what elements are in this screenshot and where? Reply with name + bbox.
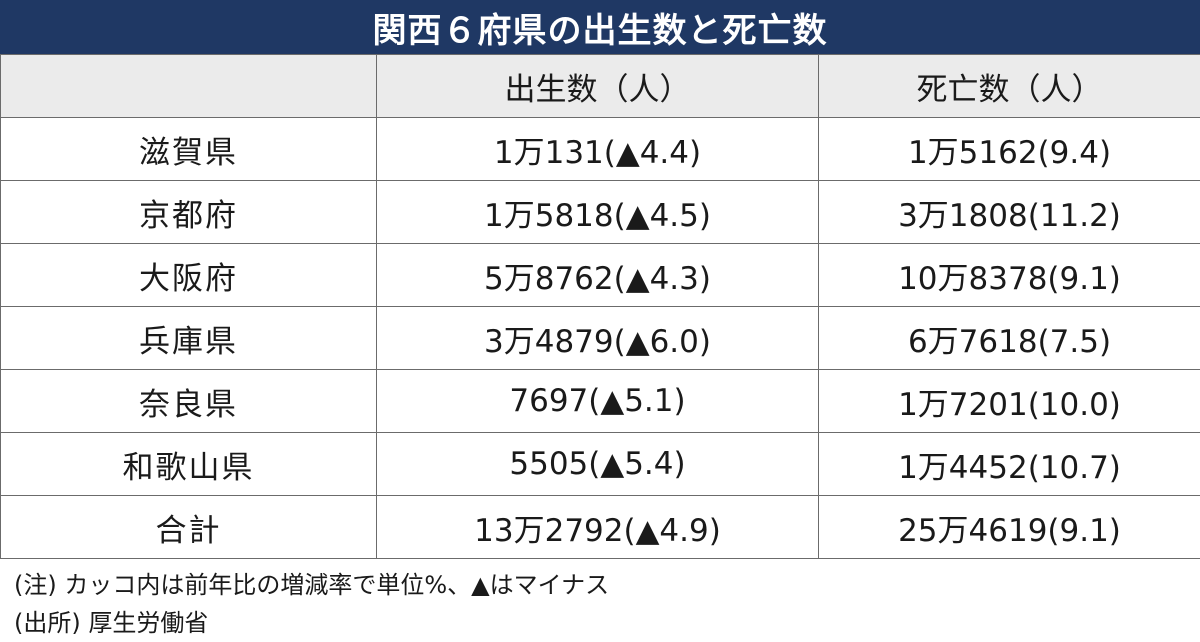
deaths-cell: 1万7201(10.0) — [819, 370, 1200, 433]
prefecture-cell: 滋賀県 — [1, 118, 377, 181]
deaths-cell: 1万5162(9.4) — [819, 118, 1200, 181]
births-cell: 7697(▲5.1) — [377, 370, 819, 433]
prefecture-cell: 和歌山県 — [1, 433, 377, 496]
table-row: 兵庫県 3万4879(▲6.0) 6万7618(7.5) — [1, 307, 1200, 370]
table-row: 滋賀県 1万131(▲4.4) 1万5162(9.4) — [1, 118, 1200, 181]
births-cell: 1万5818(▲4.5) — [377, 181, 819, 244]
deaths-cell: 3万1808(11.2) — [819, 181, 1200, 244]
header-cell-deaths: 死亡数（人） — [819, 55, 1200, 118]
footnotes: (注) カッコ内は前年比の増減率で単位%、▲はマイナス (出所) 厚生労働省 — [14, 566, 609, 642]
births-cell: 5万8762(▲4.3) — [377, 244, 819, 307]
births-cell: 1万131(▲4.4) — [377, 118, 819, 181]
deaths-cell: 10万8378(9.1) — [819, 244, 1200, 307]
table-row: 京都府 1万5818(▲4.5) 3万1808(11.2) — [1, 181, 1200, 244]
prefecture-cell: 大阪府 — [1, 244, 377, 307]
deaths-cell: 6万7618(7.5) — [819, 307, 1200, 370]
prefecture-cell: 兵庫県 — [1, 307, 377, 370]
deaths-cell: 25万4619(9.1) — [819, 496, 1200, 559]
births-cell: 3万4879(▲6.0) — [377, 307, 819, 370]
header-cell-births: 出生数（人） — [377, 55, 819, 118]
births-cell: 13万2792(▲4.9) — [377, 496, 819, 559]
total-row: 合計 13万2792(▲4.9) 25万4619(9.1) — [1, 496, 1200, 559]
header-row: 出生数（人） 死亡数（人） — [1, 55, 1200, 118]
table-row: 大阪府 5万8762(▲4.3) 10万8378(9.1) — [1, 244, 1200, 307]
table-row: 和歌山県 5505(▲5.4) 1万4452(10.7) — [1, 433, 1200, 496]
births-deaths-table: 出生数（人） 死亡数（人） 滋賀県 1万131(▲4.4) 1万5162(9.4… — [0, 54, 1200, 559]
prefecture-cell: 京都府 — [1, 181, 377, 244]
source-text: (出所) 厚生労働省 — [14, 604, 609, 642]
table-title: 関西６府県の出生数と死亡数 — [0, 0, 1200, 54]
prefecture-cell: 奈良県 — [1, 370, 377, 433]
header-cell-prefecture — [1, 55, 377, 118]
note-text: (注) カッコ内は前年比の増減率で単位%、▲はマイナス — [14, 566, 609, 604]
prefecture-cell: 合計 — [1, 496, 377, 559]
table-row: 奈良県 7697(▲5.1) 1万7201(10.0) — [1, 370, 1200, 433]
births-cell: 5505(▲5.4) — [377, 433, 819, 496]
deaths-cell: 1万4452(10.7) — [819, 433, 1200, 496]
